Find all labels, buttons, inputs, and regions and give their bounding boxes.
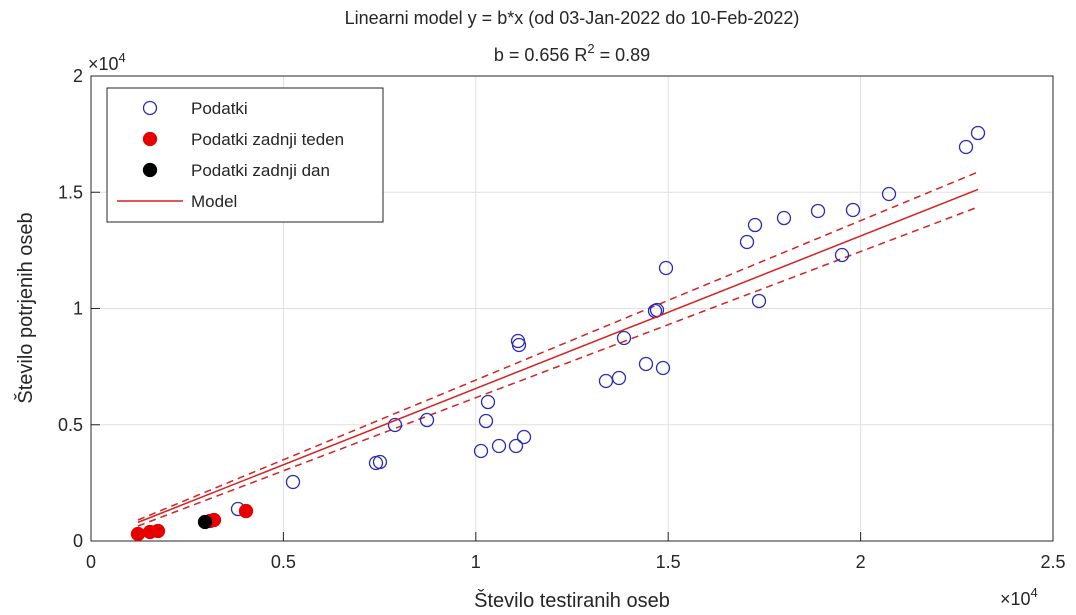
data-point	[511, 337, 527, 353]
legend-swatch	[142, 131, 158, 147]
data-point	[658, 260, 674, 276]
data-point	[516, 429, 532, 445]
x-axis-label: Število testiranih oseb	[474, 589, 670, 612]
legend-box	[106, 87, 384, 223]
y-axis-label: Število potrjenih oseb	[14, 212, 37, 403]
x-multiplier: ×104	[1000, 585, 1038, 609]
subtitle-text: b = 0.656 R	[494, 45, 588, 65]
y-tick-label: 0	[73, 531, 83, 551]
data-point	[480, 394, 496, 410]
x-tick-label: 0.5	[271, 552, 296, 572]
data-point	[845, 202, 861, 218]
legend-label: Model	[191, 192, 237, 211]
legend: Podatki Podatki zadnji teden Podatki zadnj…	[106, 87, 384, 223]
multiplier-exp: 4	[119, 50, 126, 65]
data-point	[285, 474, 301, 490]
data-point	[834, 247, 850, 263]
legend-label: Podatki zadnji teden	[191, 130, 344, 149]
data-point	[197, 514, 213, 530]
chart-subtitle: b = 0.656 R2 = 0.89	[494, 41, 650, 65]
data-point	[739, 234, 755, 250]
x-tick-label: 1.5	[656, 552, 681, 572]
data-point	[958, 139, 974, 155]
data-point	[881, 186, 897, 202]
data-point	[776, 210, 792, 226]
data-point	[419, 412, 435, 428]
model-line	[137, 188, 979, 524]
data-point	[751, 293, 767, 309]
data-point	[810, 203, 826, 219]
data-point	[508, 438, 524, 454]
subtitle-text: = 0.89	[595, 45, 651, 65]
subtitle-sup: 2	[587, 41, 594, 56]
multiplier-exp: 4	[1031, 585, 1038, 600]
data-point	[598, 373, 614, 389]
data-point	[130, 526, 146, 542]
data-point	[150, 523, 166, 539]
data-point	[491, 438, 507, 454]
y-tick-label: 1	[73, 299, 83, 319]
data-point	[638, 356, 654, 372]
plot-frame	[90, 75, 1054, 542]
multiplier-base: ×10	[88, 54, 119, 74]
y-tick-label: 0.5	[58, 415, 83, 435]
legend-label: Podatki zadnji dan	[191, 161, 330, 180]
data-point	[238, 503, 254, 519]
data-point	[747, 217, 763, 233]
legend-swatch	[142, 162, 158, 178]
legend-swatch	[142, 100, 158, 116]
legend-label: Podatki	[191, 99, 248, 118]
x-tick-label: 1	[471, 552, 481, 572]
chart-title: Linearni model y = b*x (od 03-Jan-2022 d…	[345, 8, 800, 28]
multiplier-base: ×10	[1000, 589, 1031, 609]
confidence-bound	[137, 206, 979, 527]
data-point	[478, 413, 494, 429]
data-point	[387, 417, 403, 433]
x-tick-label: 2.5	[1040, 552, 1065, 572]
data-point	[368, 455, 384, 471]
x-tick-label: 2	[856, 552, 866, 572]
y-tick-label: 2	[73, 66, 83, 86]
x-tick-label: 0	[86, 552, 96, 572]
data-point	[655, 360, 671, 376]
data-point	[611, 370, 627, 386]
y-tick-label: 1.5	[58, 182, 83, 202]
data-point	[970, 125, 986, 141]
y-multiplier: ×104	[88, 50, 126, 74]
confidence-bound	[137, 171, 979, 521]
data-point	[473, 443, 489, 459]
data-point	[616, 330, 632, 346]
